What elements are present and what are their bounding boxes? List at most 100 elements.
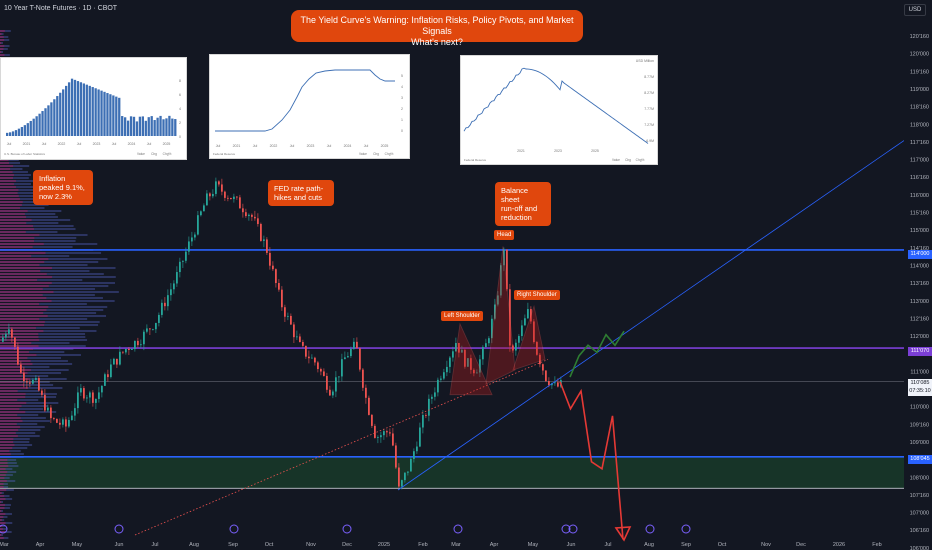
cpi-bar [17,128,21,136]
cpi-bar [124,117,127,136]
volume-bar [0,279,38,281]
volume-bar [0,159,9,161]
candle-body [224,191,226,198]
cpi-bar [168,115,171,136]
candle-body [443,372,445,379]
cpi-bar [91,87,94,136]
candle-body [143,331,145,345]
candle-body [44,394,46,411]
event-marker-icon [114,524,124,534]
cpi-footer-label: Chg% [163,152,172,156]
volume-bar [0,372,62,374]
time-tick-label: Jun [567,542,576,548]
volume-bar [0,42,3,44]
candle-body [119,351,121,365]
volume-bar [0,369,69,371]
volume-bar [0,408,44,410]
balance-x-label: 2025 [591,149,599,153]
currency-label[interactable]: USD [904,4,926,16]
candle-body [233,196,235,200]
price-tick-label: 115'160 [910,211,929,217]
candle-body [380,435,382,438]
time-tick-label: Oct [265,542,274,548]
volume-bar [0,483,4,485]
candle-body [323,371,325,376]
volume-bar [0,189,19,191]
candle-body [422,415,424,428]
volume-bar [0,213,56,215]
balance-y-label: 8.77M [644,75,654,79]
volume-bar [0,240,76,242]
candle-body [335,377,337,392]
volume-bar [0,201,23,203]
volume-bar [0,33,2,35]
candle-body [449,357,451,367]
candle-body [431,396,433,399]
volume-bar [0,264,40,266]
time-tick-label: Aug [189,542,199,548]
volume-bar [0,195,42,197]
volume-bar [0,381,23,383]
volume-bar [0,372,28,374]
volume-bar [0,177,29,179]
bearish-projection [559,381,624,540]
candle-body [395,445,397,468]
volume-bar [0,513,12,515]
volume-bar [0,255,32,257]
volume-bar [0,327,36,329]
volume-bar [0,309,104,311]
volume-bar [0,336,39,338]
pattern-triangle [512,304,546,371]
volume-bar [0,189,42,191]
volume-bar [0,402,59,404]
fed-source: Federal Reserve [213,152,236,156]
candle-body [428,398,430,416]
time-tick-label: Jul [604,542,611,548]
candle-body [200,211,202,216]
candle-body [71,415,73,420]
event-marker-icon [453,524,463,534]
candle-body [32,379,34,384]
fed-y-label: 2 [401,107,403,111]
time-tick-label: 2026 [833,542,845,548]
volume-bar [0,216,27,218]
candle-body [17,346,19,365]
volume-bar [0,315,48,317]
candle-body [320,369,322,372]
candle-body [314,357,316,363]
price-tick-label: 112'000 [910,334,929,340]
candle-body [230,197,232,200]
volume-bar [0,510,2,512]
volume-bar [0,234,88,236]
volume-bar [0,258,49,260]
volume-bar [0,447,28,449]
balance-y-label: 6.9M [646,139,654,143]
volume-bar [0,423,17,425]
fed-footer-label: Chg [373,152,379,156]
volume-bar [0,288,43,290]
candle-body [179,261,181,273]
candle-body [317,362,319,370]
volume-bar [0,441,30,443]
projection-arrowhead [614,526,632,542]
volume-bar [0,462,17,464]
volume-bar [0,183,31,185]
volume-bar [0,348,34,350]
candle-body [239,197,241,209]
candle-body [107,374,109,378]
candle-body [542,364,544,371]
candle-body [53,418,55,419]
candle-body [488,338,490,344]
price-tick-label: 118'160 [910,105,929,111]
volume-bar [0,192,18,194]
cpi-bar [26,123,29,136]
candle-body [41,390,43,395]
volume-bar [0,414,18,416]
fed-footer-label: Chg% [385,152,394,156]
candle-body [266,239,268,253]
volume-bar [0,426,21,428]
time-tick-label: Feb [872,542,881,548]
candle-body [275,269,277,284]
cpi-bar [79,82,83,136]
volume-bar [0,366,50,368]
